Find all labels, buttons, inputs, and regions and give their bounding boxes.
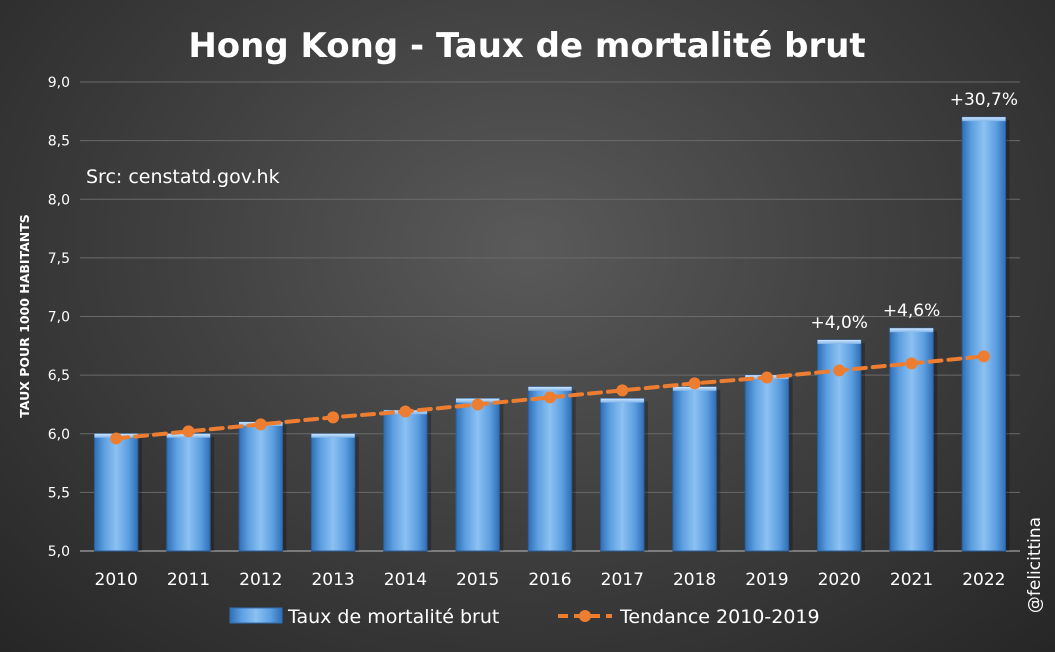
bar	[166, 433, 211, 552]
legend-label-bar: Taux de mortalité brut	[287, 606, 499, 628]
legend-item-trend: Tendance 2010-2019	[558, 606, 820, 628]
gridlines	[80, 81, 1020, 552]
trend-point	[544, 391, 556, 404]
y-tick-label: 5,0	[48, 544, 70, 560]
trend-point	[254, 418, 267, 431]
trend-point	[905, 357, 918, 370]
x-tick-label: 2016	[528, 570, 571, 590]
bar	[93, 433, 139, 552]
data-label: +4,6%	[883, 301, 940, 321]
x-tick-label: 2010	[95, 570, 138, 590]
x-tick-label: 2018	[673, 570, 716, 590]
trend-point	[760, 371, 773, 384]
y-tick-label: 9,0	[48, 75, 70, 91]
y-axis-ticks: 5,0 5,5 6,0 6,5 7,0 7,5 8,0 8,5 9,0	[48, 75, 70, 560]
trend-point	[688, 377, 701, 390]
y-tick-label: 6,5	[48, 368, 70, 384]
trend-point	[110, 432, 123, 445]
x-tick-label: 2014	[384, 570, 427, 590]
bar-top-cap	[600, 398, 644, 403]
x-tick-label: 2022	[962, 570, 1005, 590]
trend-series	[110, 350, 990, 445]
x-axis-ticks: 2010 2011 2012 2013 2014 2015 2016 2017 2018 2019…	[95, 570, 1006, 590]
bar	[455, 398, 500, 552]
x-tick-label: 2020	[818, 570, 861, 590]
data-label: +4,0%	[811, 313, 868, 333]
bar	[600, 398, 645, 552]
bar-series	[93, 116, 1010, 552]
x-tick-label: 2021	[890, 570, 933, 590]
annotations: +4,0% +4,6% +30,7%	[811, 90, 1018, 333]
bar-top-cap	[528, 386, 572, 391]
data-label: +30,7%	[950, 90, 1018, 110]
legend-swatch-trend-marker	[579, 610, 591, 622]
bar	[383, 409, 428, 552]
x-tick-label: 2017	[601, 570, 644, 590]
x-tick-label: 2015	[456, 570, 499, 590]
trend-point	[833, 364, 846, 377]
watermark: @felicittina	[1025, 517, 1045, 613]
y-tick-label: 8,5	[48, 134, 70, 150]
y-tick-label: 8,0	[48, 192, 70, 208]
bar	[961, 116, 1007, 552]
y-axis-label: TAUX POUR 1000 HABITANTS	[17, 214, 32, 418]
x-tick-label: 2012	[239, 570, 282, 590]
trend-point	[616, 384, 629, 397]
y-tick-label: 7,0	[48, 310, 70, 326]
y-tick-label: 5,5	[48, 485, 70, 501]
bar	[238, 421, 283, 552]
x-tick-label: 2019	[745, 570, 788, 590]
legend-item-bar: Taux de mortalité brut	[229, 606, 499, 628]
y-tick-label: 7,5	[48, 251, 70, 267]
bar-top-cap	[889, 328, 934, 333]
bar-top-cap	[817, 339, 861, 344]
y-tick-label: 6,0	[48, 427, 70, 443]
legend-swatch-bar	[229, 607, 283, 624]
trend-point	[977, 350, 990, 363]
bar	[527, 386, 573, 552]
trend-point	[327, 411, 340, 424]
legend-label-trend: Tendance 2010-2019	[619, 606, 820, 628]
x-tick-label: 2011	[167, 570, 210, 590]
trend-point	[471, 398, 484, 411]
bar-top-cap	[962, 117, 1006, 122]
bar	[672, 386, 717, 552]
bar	[744, 374, 790, 552]
chart-title: Hong Kong - Taux de mortalité brut	[188, 26, 865, 66]
x-tick-label: 2013	[311, 570, 354, 590]
legend: Taux de mortalité brut Tendance 2010-201…	[229, 606, 820, 628]
trend-point	[182, 425, 195, 438]
bar-top-cap	[311, 433, 355, 438]
bar	[310, 433, 356, 552]
trend-point	[399, 405, 412, 418]
source-note: Src: censtatd.gov.hk	[86, 166, 280, 188]
